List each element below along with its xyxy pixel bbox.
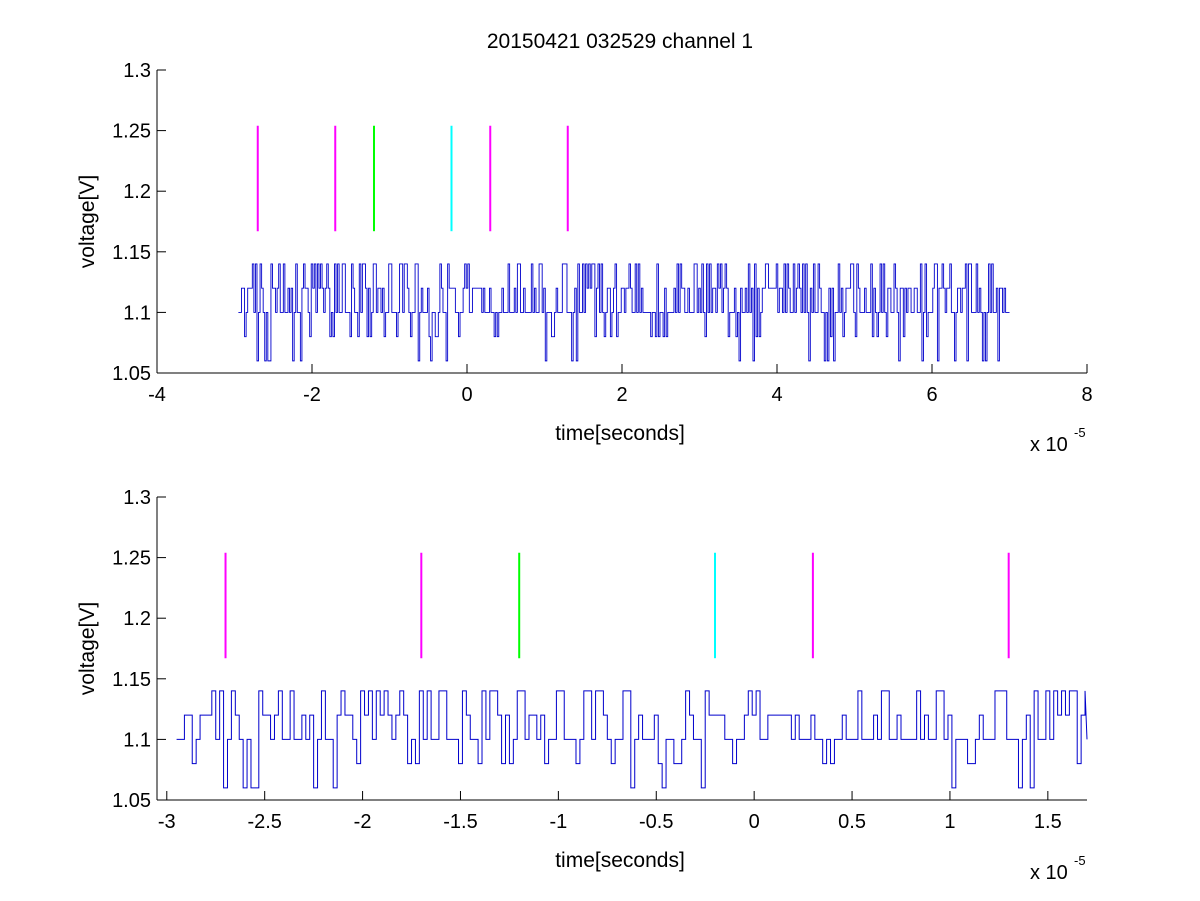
x-tick-label: -1 <box>549 811 567 833</box>
x-tick-label: -2 <box>303 384 321 406</box>
x-tick-label: 0 <box>461 384 472 406</box>
y-tick-label: 1.3 <box>123 60 151 82</box>
figure-title: 20150421 032529 channel 1 <box>487 30 753 53</box>
x-tick-label: -2 <box>354 811 372 833</box>
y-tick-label: 1.3 <box>123 487 151 509</box>
y-tick-label: 1.1 <box>123 302 151 324</box>
x-tick-label: 4 <box>771 384 782 406</box>
y-tick-label: 1.25 <box>112 548 151 570</box>
y-tick-label: 1.15 <box>112 669 151 691</box>
y-tick-label: 1.25 <box>112 121 151 143</box>
x-tick-label: 6 <box>926 384 937 406</box>
y-tick-label: 1.2 <box>123 608 151 630</box>
x-tick-label: -4 <box>148 384 166 406</box>
bottom-x-exponent-power: -5 <box>1074 853 1086 868</box>
x-axis-label: time[seconds] <box>555 849 685 872</box>
y-tick-label: 1.05 <box>112 790 151 812</box>
x-tick-label: 2 <box>616 384 627 406</box>
x-tick-label: 8 <box>1081 384 1092 406</box>
x-tick-label: 1 <box>944 811 955 833</box>
y-tick-label: 1.15 <box>112 242 151 264</box>
top-x-exponent-power: -5 <box>1074 425 1086 440</box>
top-plot: -4 -2 0 2 4 6 8 1.05 1.1 1.15 1.2 1.25 1.3 time[secon… <box>76 60 1093 445</box>
bottom-plot: -3 -2.5 -2 -1.5 -1 -0.5 0 0.5 1 1.5 1.05 1.1 1.15 1.2… <box>76 487 1088 872</box>
bottom-x-exponent-base: x 10 <box>1030 862 1068 884</box>
x-tick-label: 0 <box>749 811 760 833</box>
x-axis-label: time[seconds] <box>555 422 685 445</box>
x-tick-label: -0.5 <box>639 811 673 833</box>
y-axis-label: voltage[V] <box>76 602 99 695</box>
top-x-exponent: x 10 -5 <box>1030 425 1086 456</box>
x-tick-label: 1.5 <box>1034 811 1062 833</box>
signal-trace <box>176 690 1088 789</box>
y-axis-label: voltage[V] <box>76 175 99 268</box>
bottom-x-exponent: x 10 -5 <box>1030 853 1086 884</box>
y-tick-label: 1.05 <box>112 363 151 385</box>
x-tick-label: -1.5 <box>443 811 477 833</box>
top-x-exponent-base: x 10 <box>1030 434 1068 456</box>
x-tick-label: -3 <box>158 811 176 833</box>
y-tick-label: 1.1 <box>123 729 151 751</box>
y-tick-label: 1.2 <box>123 181 151 203</box>
signal-trace <box>238 263 1010 362</box>
x-tick-label: 0.5 <box>838 811 866 833</box>
x-tick-label: -2.5 <box>247 811 281 833</box>
